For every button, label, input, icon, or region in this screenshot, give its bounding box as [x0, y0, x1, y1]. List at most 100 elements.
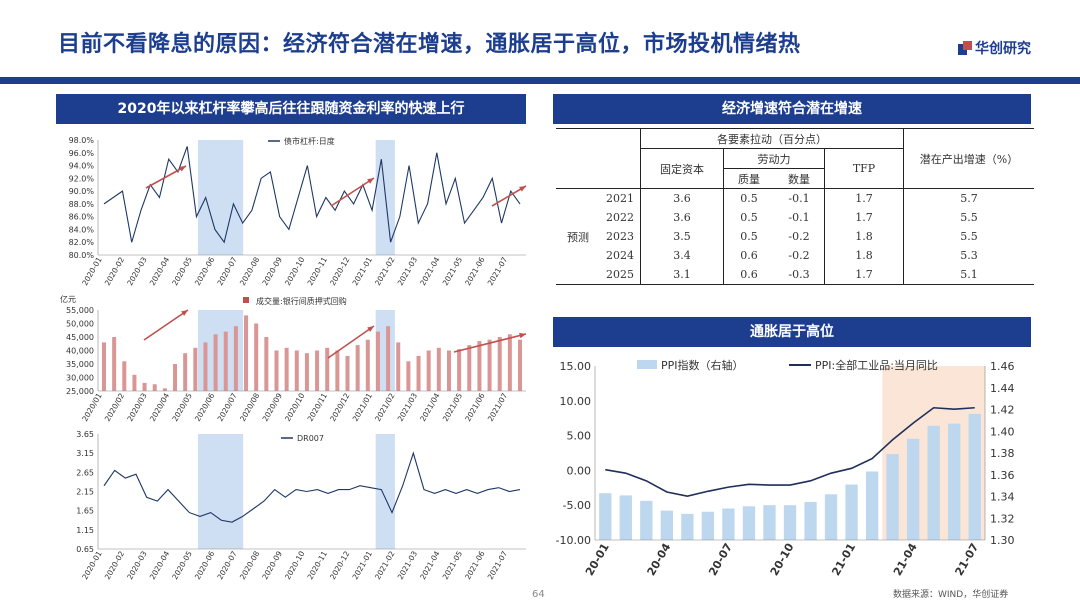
x-tick-label: 2021-05: [441, 255, 465, 287]
trend-arrowhead: [179, 166, 186, 172]
y-tick-label: 96.0%: [69, 149, 95, 158]
table-cell: -0.2: [788, 230, 810, 243]
x-tick-label: 2021-07: [486, 549, 510, 581]
table-cell: 5.5: [903, 227, 1034, 246]
bar: [948, 423, 961, 540]
bar: [701, 511, 715, 540]
y-tick-label: 3.15: [76, 449, 94, 458]
x-tick-label: 2020/06: [193, 391, 216, 423]
x-tick-label: 2021-04: [418, 255, 442, 287]
y-tick-label: 82.0%: [69, 238, 95, 247]
bar: [244, 315, 249, 391]
bar: [274, 350, 279, 391]
table-cell: -0.3: [774, 265, 825, 285]
bar: [865, 471, 879, 540]
bar: [722, 508, 735, 540]
bar: [173, 364, 178, 391]
y-tick-label: 30,000: [66, 374, 94, 383]
table-cell: 2023: [606, 230, 634, 243]
trend-arrowhead: [519, 186, 526, 192]
y2-tick-label: 1.32: [990, 512, 1015, 525]
x-tick-label: 2020/03: [125, 391, 148, 423]
table-row: 2023 3.5 0.5 -0.2 1.8 5.5: [556, 227, 1034, 246]
bar: [907, 438, 920, 540]
y-tick-label: 84.0%: [69, 225, 95, 234]
bar: [132, 374, 137, 391]
col-quality: 质量: [723, 168, 774, 189]
table-cell: 3.4: [640, 246, 724, 265]
y-tick-label: 15.00: [560, 360, 592, 373]
x-tick-label: 2020-04: [148, 255, 172, 287]
bar: [325, 347, 330, 391]
y2-tick-label: 1.46: [990, 360, 1015, 373]
y-tick-label: 92.0%: [69, 174, 95, 183]
table-cell: 0.6: [723, 265, 774, 285]
x-tick-label: 20-04: [645, 541, 674, 578]
y-tick-label: 40,000: [66, 347, 94, 356]
legend-label: DR007: [297, 434, 324, 443]
trend-arrow: [327, 325, 375, 359]
table-banner: 经济增速符合潜在增速: [553, 94, 1031, 124]
shaded-band: [375, 310, 395, 391]
bar: [112, 337, 117, 391]
x-tick-label: 20-07: [706, 541, 735, 578]
x-tick-label: 2021-06: [463, 255, 487, 287]
table-cell: -0.1: [788, 211, 810, 224]
trend-arrow: [491, 185, 527, 207]
table-row: 2022 3.6 0.5 -0.1 1.7 5.5: [556, 208, 1034, 227]
x-tick-label: 2020-03: [125, 255, 149, 287]
trend-arrowhead: [519, 332, 526, 339]
bar: [345, 355, 350, 391]
table-cell: 0.5: [723, 227, 774, 246]
bar: [518, 339, 522, 391]
bar: [284, 347, 289, 391]
table-row: 2024 3.4 0.6 -0.2 1.8 5.3: [556, 246, 1034, 265]
x-tick-label: 2020-01: [80, 255, 104, 287]
x-tick-label: 2021/01: [351, 391, 374, 423]
trend-arrowhead: [367, 178, 374, 184]
y-tick-label: 86.0%: [69, 213, 95, 222]
bar: [824, 494, 838, 540]
bar: [681, 513, 694, 540]
x-tick-label: 2021-03: [396, 255, 420, 287]
leverage-rate-charts: 98.0% 96.0% 94.0% 92.0% 90.0% 88.0% 86.0% 84.0%…: [60, 136, 527, 581]
page-number: 64: [532, 589, 545, 600]
table-cell: 3.5: [640, 227, 724, 246]
legend-marker: [243, 297, 249, 303]
y-tick-label: 10.00: [560, 395, 592, 408]
x-tick-label: 2020-02: [103, 549, 127, 581]
bar: [763, 505, 776, 540]
bar: [640, 500, 653, 540]
x-tick-label: 2020/05: [170, 391, 193, 423]
table-cell: 2024: [606, 249, 634, 262]
bar: [406, 361, 411, 391]
x-tick-label: 2020/04: [148, 391, 171, 423]
table-cell: 2021: [606, 192, 634, 205]
table-cell: 1.7: [824, 265, 904, 285]
x-tick-label: 2020-09: [260, 255, 284, 287]
x-tick-label: 2021/02: [373, 391, 396, 423]
bar: [254, 323, 259, 391]
y2-tick-label: 1.44: [990, 382, 1015, 395]
trend-arrow: [143, 309, 189, 341]
table-cell: -0.2: [788, 249, 810, 262]
table-cell: 3.6: [640, 208, 724, 227]
brand-logo-text: 华创研究: [975, 41, 1031, 57]
table-cell: 2022: [606, 211, 634, 224]
bar: [264, 337, 269, 391]
bar: [968, 413, 981, 540]
bar: [142, 382, 147, 391]
table-cell: 1.8: [824, 227, 904, 246]
brand-logo-icon: [958, 41, 972, 55]
y-tick-label: -5.00: [563, 499, 591, 512]
brand-logo: 华创研究: [958, 38, 1031, 58]
bar: [927, 425, 940, 540]
series-line: [605, 406, 975, 497]
x-tick-label: 2020-12: [328, 549, 352, 581]
bar: [457, 349, 462, 391]
trend-arrowhead: [367, 326, 374, 332]
y-tick-label: 1.65: [76, 507, 94, 516]
col-potential: 潜在产出增速（%）: [903, 128, 1034, 189]
y-tick-label: 35,000: [66, 360, 94, 369]
x-tick-label: 2020/08: [238, 391, 261, 423]
